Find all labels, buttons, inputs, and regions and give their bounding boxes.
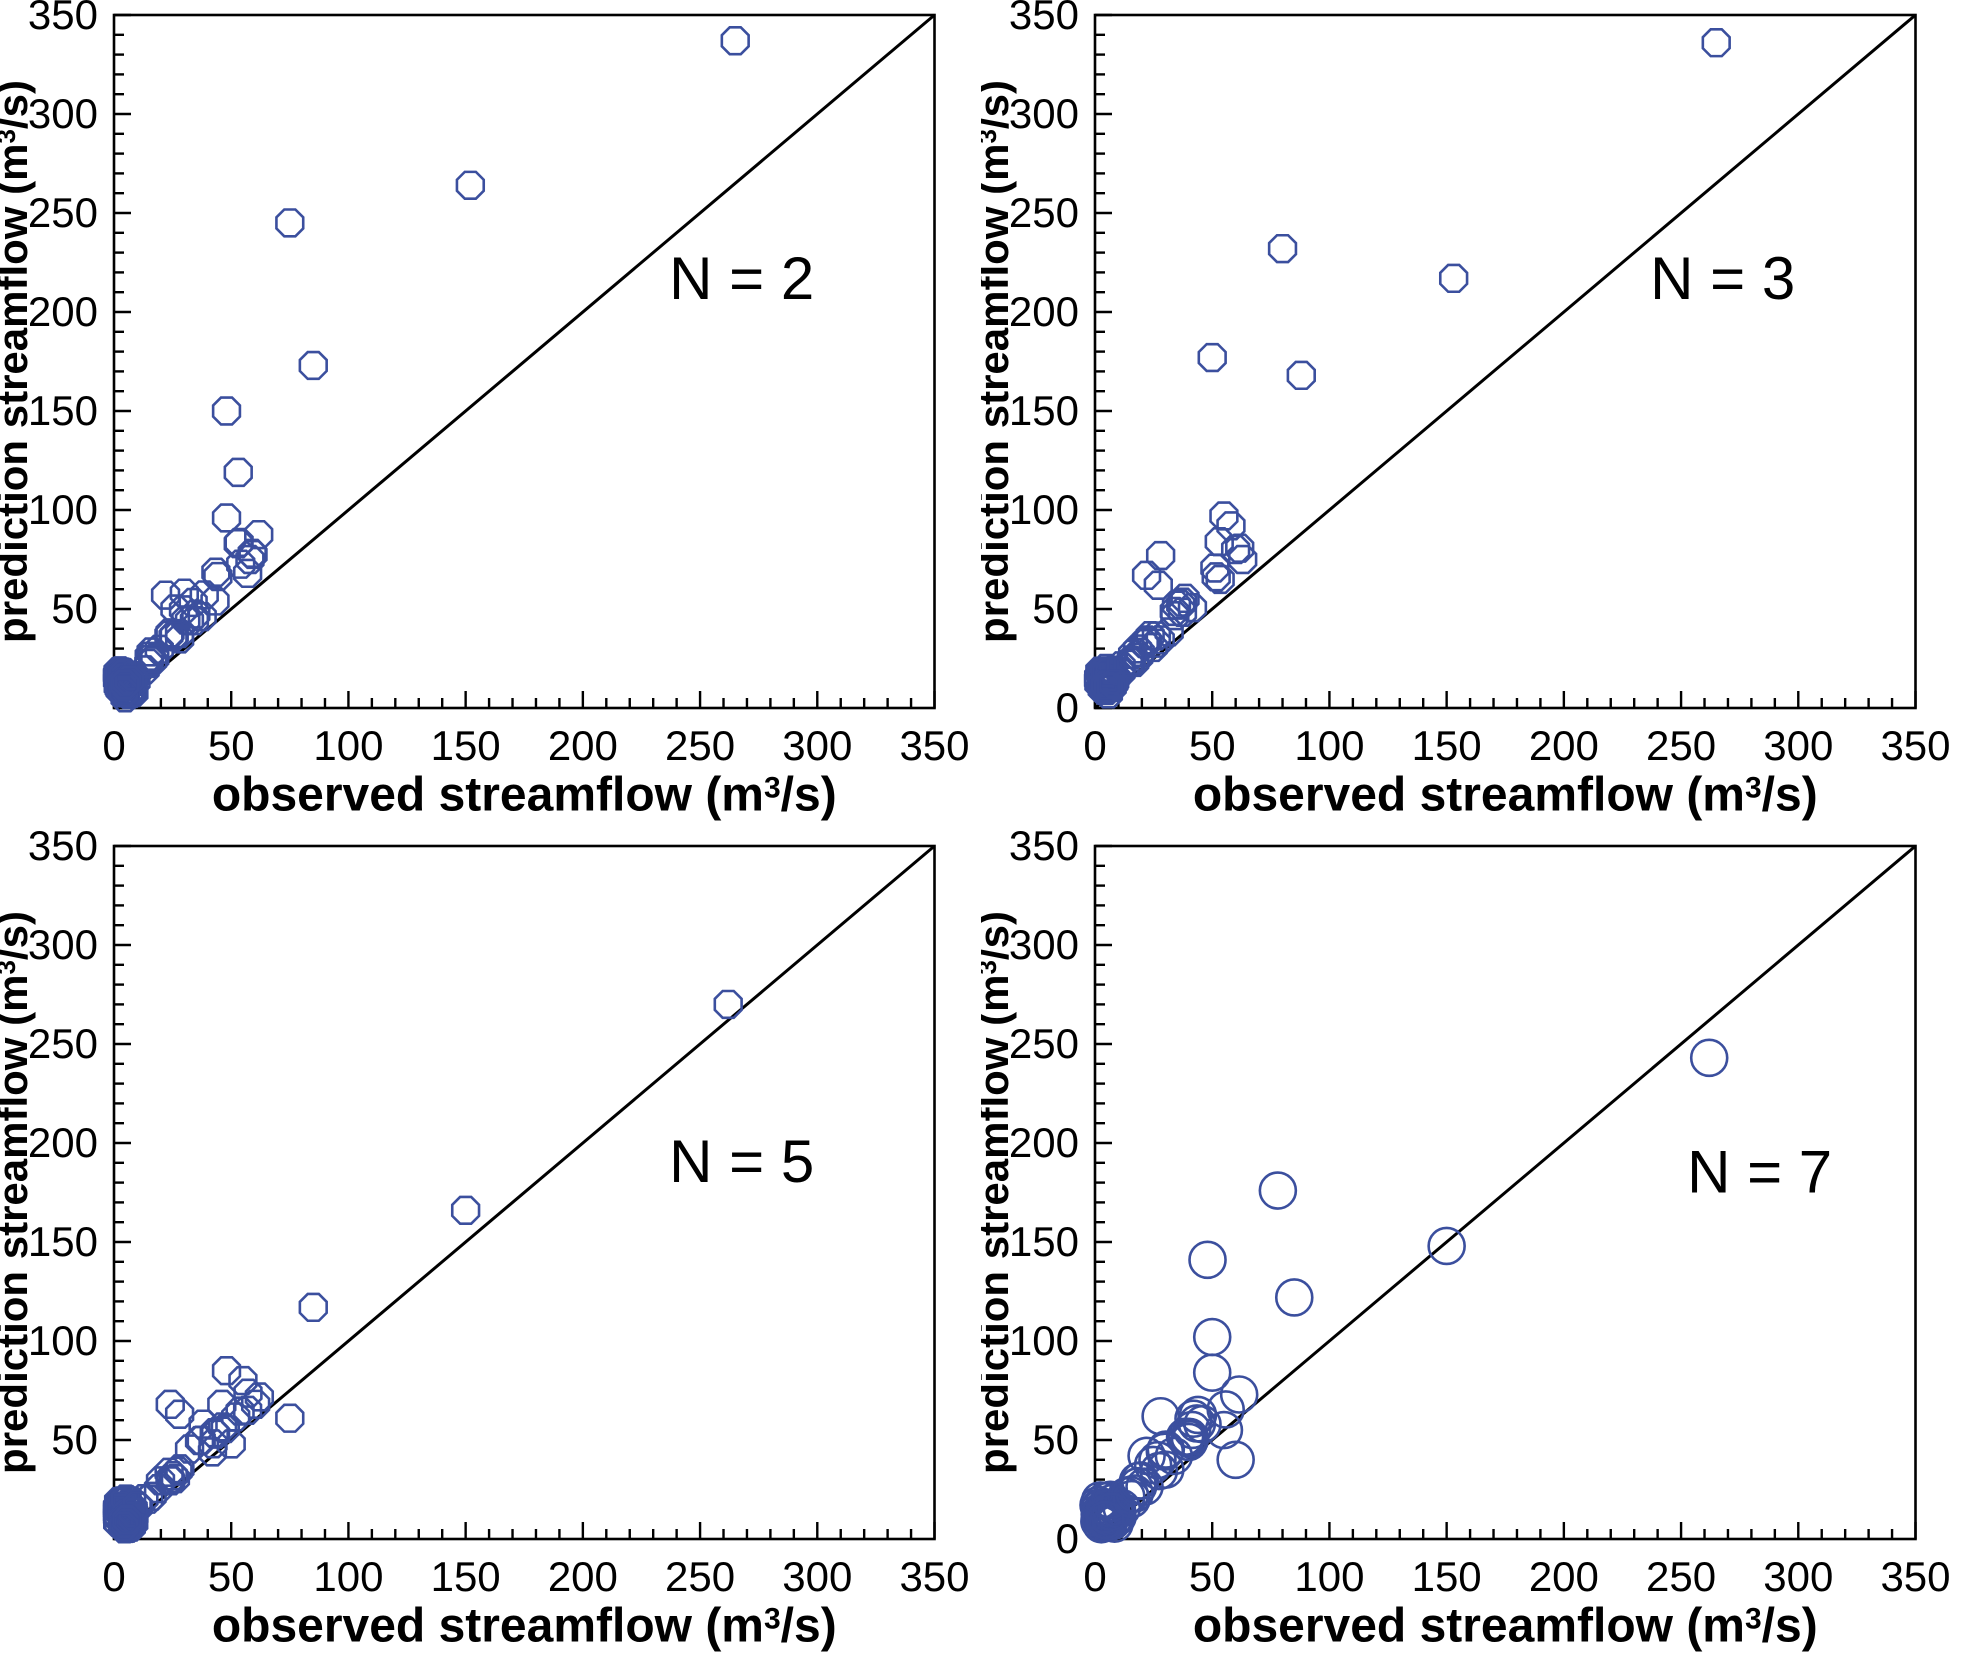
svg-text:350: 350 bbox=[1009, 0, 1079, 38]
svg-text:N = 5: N = 5 bbox=[669, 1128, 814, 1195]
svg-text:0: 0 bbox=[1083, 722, 1106, 769]
svg-text:observed streamflow (m3/s): observed streamflow (m3/s) bbox=[1193, 769, 1818, 822]
svg-text:100: 100 bbox=[1294, 1553, 1364, 1600]
svg-text:200: 200 bbox=[1529, 1553, 1599, 1600]
svg-text:250: 250 bbox=[1646, 722, 1716, 769]
svg-text:150: 150 bbox=[28, 387, 98, 434]
svg-text:150: 150 bbox=[1009, 387, 1079, 434]
svg-text:100: 100 bbox=[1009, 1317, 1079, 1364]
svg-text:50: 50 bbox=[1189, 1553, 1236, 1600]
svg-text:250: 250 bbox=[665, 722, 735, 769]
svg-text:350: 350 bbox=[899, 722, 969, 769]
svg-text:150: 150 bbox=[431, 722, 501, 769]
svg-text:100: 100 bbox=[313, 1553, 383, 1600]
svg-text:300: 300 bbox=[782, 722, 852, 769]
svg-text:N = 2: N = 2 bbox=[669, 245, 814, 312]
svg-text:0: 0 bbox=[102, 1553, 125, 1600]
svg-text:200: 200 bbox=[548, 722, 618, 769]
svg-text:0: 0 bbox=[1083, 1553, 1106, 1600]
svg-text:150: 150 bbox=[1412, 722, 1482, 769]
svg-text:100: 100 bbox=[1009, 486, 1079, 533]
svg-text:200: 200 bbox=[1009, 288, 1079, 335]
svg-text:250: 250 bbox=[1646, 1553, 1716, 1600]
svg-text:200: 200 bbox=[28, 1119, 98, 1166]
svg-text:100: 100 bbox=[1294, 722, 1364, 769]
svg-text:50: 50 bbox=[1032, 585, 1079, 632]
svg-text:prediction streamflow (m3/s): prediction streamflow (m3/s) bbox=[0, 80, 36, 643]
svg-text:300: 300 bbox=[1763, 1553, 1833, 1600]
svg-text:300: 300 bbox=[1763, 722, 1833, 769]
svg-text:150: 150 bbox=[431, 1553, 501, 1600]
svg-text:300: 300 bbox=[28, 921, 98, 968]
svg-text:100: 100 bbox=[313, 722, 383, 769]
svg-text:350: 350 bbox=[1880, 1553, 1950, 1600]
svg-text:50: 50 bbox=[208, 722, 255, 769]
svg-text:0: 0 bbox=[102, 722, 125, 769]
svg-text:200: 200 bbox=[548, 1553, 618, 1600]
svg-text:prediction streamflow (m3/s): prediction streamflow (m3/s) bbox=[0, 911, 36, 1474]
svg-text:0: 0 bbox=[1056, 684, 1079, 731]
svg-text:observed streamflow (m3/s): observed streamflow (m3/s) bbox=[212, 1600, 837, 1653]
svg-text:300: 300 bbox=[1009, 921, 1079, 968]
svg-text:350: 350 bbox=[899, 1553, 969, 1600]
svg-text:250: 250 bbox=[1009, 1020, 1079, 1067]
svg-text:prediction streamflow (m3/s): prediction streamflow (m3/s) bbox=[981, 911, 1017, 1474]
svg-text:250: 250 bbox=[28, 1020, 98, 1067]
svg-text:150: 150 bbox=[1412, 1553, 1482, 1600]
svg-text:250: 250 bbox=[665, 1553, 735, 1600]
svg-text:100: 100 bbox=[28, 1317, 98, 1364]
svg-text:50: 50 bbox=[208, 1553, 255, 1600]
svg-text:50: 50 bbox=[51, 585, 98, 632]
svg-text:N = 3: N = 3 bbox=[1650, 245, 1795, 312]
svg-text:350: 350 bbox=[28, 831, 98, 869]
svg-text:50: 50 bbox=[1032, 1416, 1079, 1463]
svg-text:prediction streamflow (m3/s): prediction streamflow (m3/s) bbox=[981, 80, 1017, 643]
svg-text:350: 350 bbox=[28, 0, 98, 38]
svg-text:250: 250 bbox=[28, 189, 98, 236]
svg-text:N = 7: N = 7 bbox=[1687, 1139, 1832, 1206]
svg-text:350: 350 bbox=[1009, 831, 1079, 869]
svg-text:50: 50 bbox=[51, 1416, 98, 1463]
svg-text:observed streamflow (m3/s): observed streamflow (m3/s) bbox=[212, 769, 837, 822]
svg-text:300: 300 bbox=[28, 90, 98, 137]
svg-text:100: 100 bbox=[28, 486, 98, 533]
svg-text:200: 200 bbox=[1009, 1119, 1079, 1166]
svg-text:200: 200 bbox=[1529, 722, 1599, 769]
svg-text:300: 300 bbox=[782, 1553, 852, 1600]
svg-text:300: 300 bbox=[1009, 90, 1079, 137]
svg-text:observed streamflow (m3/s): observed streamflow (m3/s) bbox=[1193, 1600, 1818, 1653]
svg-text:150: 150 bbox=[1009, 1218, 1079, 1265]
svg-text:200: 200 bbox=[28, 288, 98, 335]
svg-text:150: 150 bbox=[28, 1218, 98, 1265]
svg-text:50: 50 bbox=[1189, 722, 1236, 769]
svg-text:250: 250 bbox=[1009, 189, 1079, 236]
svg-text:350: 350 bbox=[1880, 722, 1950, 769]
svg-text:0: 0 bbox=[1056, 1515, 1079, 1562]
